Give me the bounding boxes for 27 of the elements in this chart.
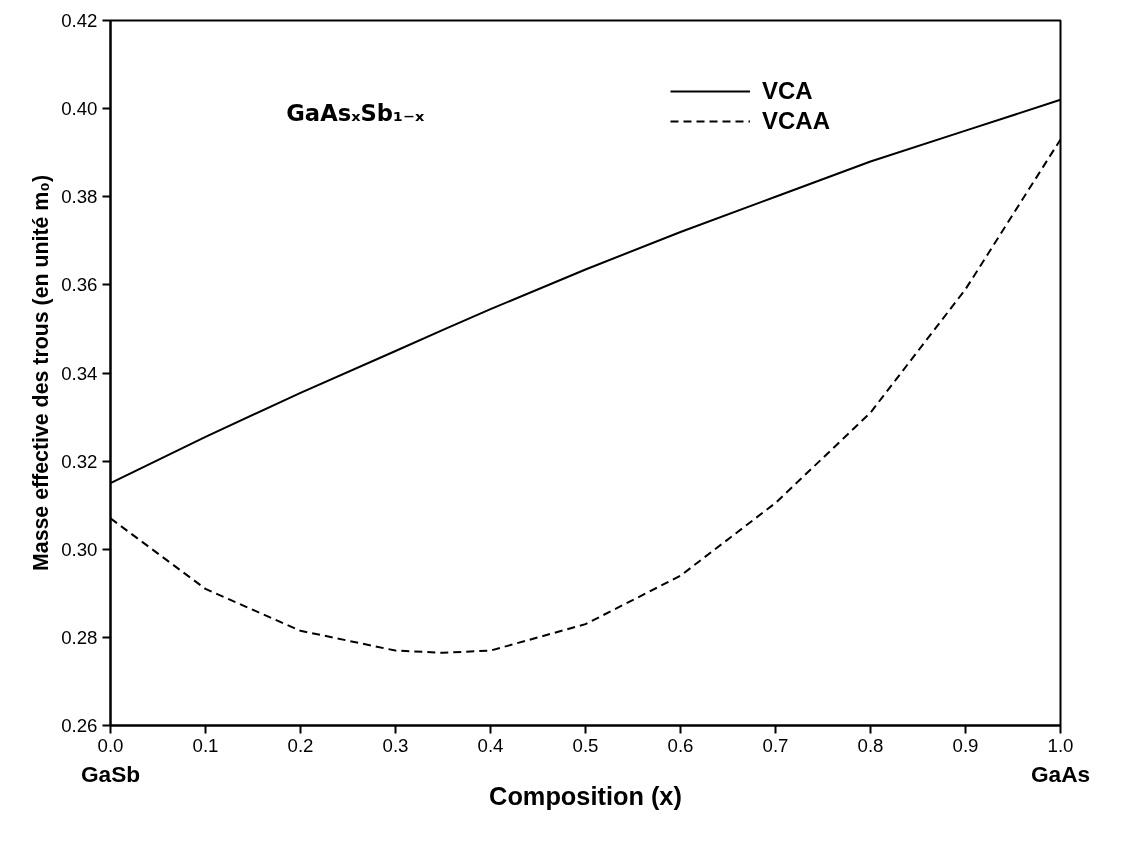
y-tick-label: 0.30 [61,538,98,560]
x-tick-label: 0.6 [667,734,694,756]
x-tick-label: 0.8 [857,734,884,756]
annotation: GaAsₓSb₁₋ₓ [286,100,425,127]
legend-label: VCA [762,77,813,105]
y-tick-label: 0.36 [61,274,98,296]
x-tick-label: 1.0 [1047,734,1074,756]
y-tick-label: 0.26 [61,715,98,736]
x-tick-label: 0.4 [477,734,504,756]
x-tick-label: 0.5 [572,734,599,756]
x-axis-title: Composition (x) [489,781,682,810]
y-tick-label: 0.40 [61,98,98,120]
x-tick-label: 0.0 [97,734,124,756]
y-axis-title: Masse effective des trous (en unité m₀) [29,175,54,571]
x-tick-label: 0.2 [287,734,314,756]
x-tick-label: 0.3 [382,734,409,756]
legend-label: VCAA [762,107,831,135]
x-tick-label: 0.1 [192,734,219,756]
x-tick-label: 0.7 [762,734,789,756]
y-tick-label: 0.34 [61,362,98,384]
x-tick-label: 0.9 [952,734,979,756]
y-tick-label: 0.38 [61,186,98,208]
y-tick-label: 0.28 [61,626,98,648]
y-tick-label: 0.32 [61,450,98,472]
y-tick-label: 0.42 [61,10,98,31]
text: GaSb [80,760,141,787]
text: GaAs [1030,760,1091,787]
